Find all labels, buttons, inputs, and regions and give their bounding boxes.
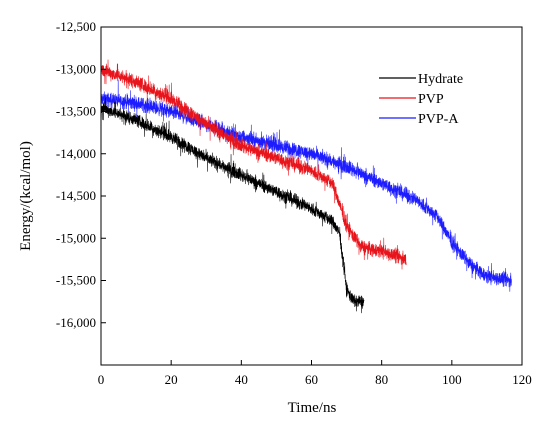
x-tick-label: 100: [442, 372, 462, 387]
x-axis-title: Time/ns: [288, 400, 337, 416]
y-tick-label: -14,500: [56, 188, 96, 203]
series-line-pvp-a: [100, 79, 512, 292]
y-tick-label: -13,000: [56, 61, 96, 76]
y-tick-label: -12,500: [56, 19, 96, 34]
legend-label: PVP: [418, 92, 444, 107]
series-line-pvp: [100, 59, 407, 270]
y-tick-label: -14,000: [56, 146, 96, 161]
y-tick-label: -16,000: [56, 315, 96, 330]
y-tick-label: -15,500: [56, 273, 96, 288]
x-tick-label: 80: [375, 372, 388, 387]
y-axis-title: Energy/(kcal/mol): [18, 141, 34, 251]
x-axis: 0 20 40 60 80 100 120: [98, 360, 532, 387]
legend-label: Hydrate: [418, 72, 463, 87]
legend: Hydrate PVP PVP-A: [379, 72, 463, 127]
x-tick-label: 20: [165, 372, 178, 387]
series-layer: [100, 59, 512, 314]
y-tick-label: -15,000: [56, 230, 96, 245]
x-tick-label: 0: [98, 372, 105, 387]
legend-label: PVP-A: [418, 112, 459, 127]
y-axis: -12,500 -13,000 -13,500 -14,000 -14,500 -15,0…: [56, 19, 106, 330]
x-tick-label: 120: [512, 372, 532, 387]
x-tick-label: 40: [235, 372, 248, 387]
series-line-hydrate: [100, 97, 365, 314]
x-tick-label: 60: [305, 372, 318, 387]
y-tick-label: -13,500: [56, 104, 96, 119]
